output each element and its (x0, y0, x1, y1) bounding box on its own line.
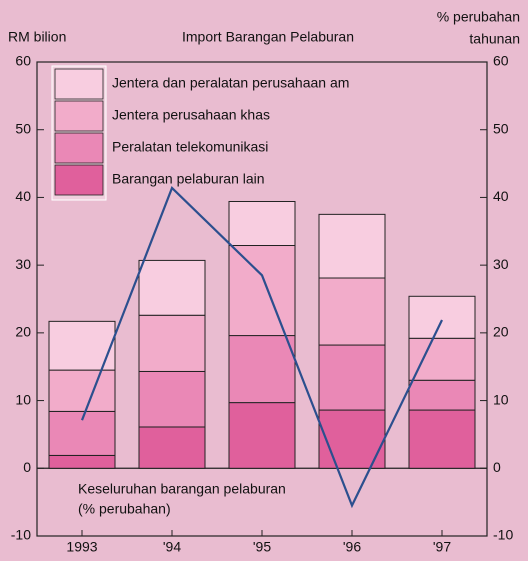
y2-tick-label: 10 (493, 391, 509, 407)
chart-title: Import Barangan Pelaburan (182, 29, 354, 45)
legend-label: Barangan pelaburan lain (112, 171, 265, 187)
bar-segment (318, 344, 386, 411)
y-tick-label: 0 (23, 459, 31, 475)
bar-segment (228, 200, 296, 247)
y-tick-label: 20 (15, 324, 31, 340)
bar-segment (408, 379, 476, 411)
bar-segment (408, 409, 476, 469)
bar-segment (228, 402, 296, 469)
x-tick-label: '96 (343, 539, 361, 555)
y2-tick-label: 0 (493, 459, 501, 475)
line-series (80, 186, 443, 509)
y2-tick-label: 50 (493, 120, 509, 136)
bar-segment (48, 369, 116, 412)
bar-segment (138, 314, 206, 372)
y-tick-label: 30 (15, 256, 31, 272)
y-tick-label: -10 (11, 527, 31, 543)
bar-segment (408, 337, 476, 381)
bar-segment (318, 277, 386, 346)
legend-swatch (54, 100, 104, 132)
x-tick-label: 1993 (66, 539, 97, 555)
annotation: Keseluruhan barangan pelaburan (78, 481, 286, 497)
y2-tick-label: 20 (493, 324, 509, 340)
y-tick-label: 10 (15, 391, 31, 407)
y2-tick-label: -10 (493, 527, 513, 543)
legend-label: Jentera dan peralatan perusahaan am (112, 75, 349, 91)
legend-label: Peralatan telekomunikasi (112, 139, 268, 155)
bar-segment (48, 454, 116, 469)
x-tick-label: '95 (253, 539, 271, 555)
legend-swatch (54, 132, 104, 164)
y-tick-label: 50 (15, 120, 31, 136)
legend-swatch (54, 164, 104, 196)
bar-segment (228, 245, 296, 337)
bar-segment (138, 259, 206, 316)
y2-tick-label: 30 (493, 256, 509, 272)
y-axis-label: RM bilion (8, 29, 66, 45)
y2-axis-label: % perubahan (437, 9, 520, 25)
legend-swatch (54, 68, 104, 100)
legend-label: Jentera perusahaan khas (112, 107, 270, 123)
annotation: (% perubahan) (78, 501, 171, 517)
bar-segment (318, 213, 386, 279)
y2-tick-label: 60 (493, 53, 509, 69)
bar-segment (228, 335, 296, 404)
bar-segment (138, 370, 206, 428)
x-tick-label: '97 (433, 539, 451, 555)
x-tick-label: '94 (163, 539, 181, 555)
y2-axis-label: tahunan (469, 31, 520, 47)
y2-tick-label: 40 (493, 188, 509, 204)
y-tick-label: 60 (15, 53, 31, 69)
bar-segment (408, 295, 476, 339)
bar-segment (138, 426, 206, 469)
y-tick-label: 40 (15, 188, 31, 204)
